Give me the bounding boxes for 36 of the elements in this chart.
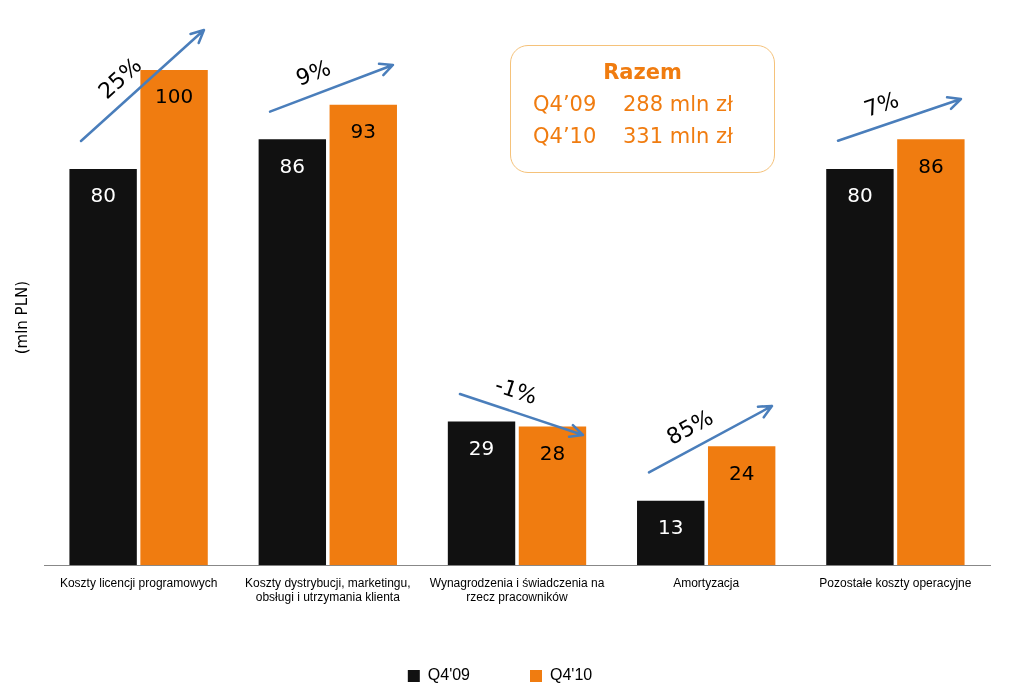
data-label: 13 [658, 515, 684, 540]
bar [897, 139, 965, 566]
legend-label: Q4'09 [427, 666, 471, 684]
data-label: 28 [539, 440, 566, 465]
annotation: 7% [860, 86, 902, 122]
annotation: 9% [292, 54, 334, 91]
data-label: 86 [279, 153, 306, 178]
data-label: 100 [154, 84, 194, 109]
y-axis-title: (mln PLN) [12, 280, 31, 355]
annotation: -1% [491, 371, 541, 410]
x-tick-label: Wynagrodzenia i świadczenia na rzecz pracowników [429, 575, 605, 605]
data-label: 24 [728, 460, 755, 485]
data-label: 80 [90, 183, 116, 208]
x-tick-label: Pozostałe koszty operacyjne [819, 575, 972, 590]
bar [69, 169, 137, 566]
summary-box: Razem Q4’09 288 mln zł Q4’10 331 mln zł [510, 45, 775, 173]
legend-label: Q4'10 [550, 666, 593, 684]
data-label: 29 [468, 435, 495, 460]
bar [707, 446, 776, 566]
bar [447, 421, 516, 566]
data-label: 93 [350, 118, 376, 143]
annotation: 85% [662, 404, 718, 450]
bar [637, 500, 705, 566]
bar [258, 139, 327, 566]
annotation: Razem [602, 59, 683, 86]
bar [826, 169, 894, 566]
bar [140, 70, 208, 566]
annotation: Q4’09 288 mln zł [533, 91, 734, 118]
annotation: Q4’10 331 mln zł [533, 123, 734, 150]
data-label: 80 [847, 183, 873, 208]
bar [329, 104, 397, 566]
bar [518, 426, 587, 566]
data-label: 86 [918, 153, 944, 178]
x-tick-label: Koszty dystrybucji, marketingu, obsługi i utrzymania klienta [245, 575, 411, 605]
x-tick-label: Amortyzacja [673, 575, 740, 590]
x-tick-label: Koszty licencji programowych [59, 575, 218, 590]
